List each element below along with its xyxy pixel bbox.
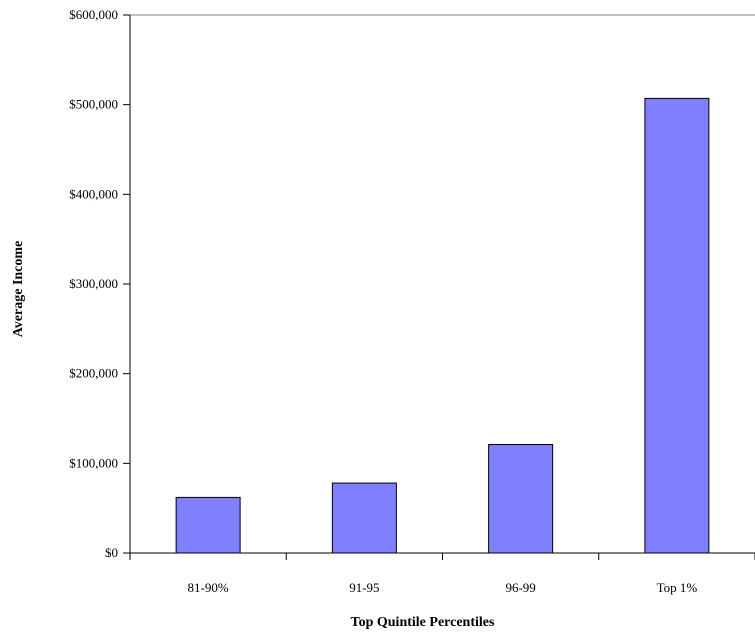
y-tick-label-3: $300,000	[69, 276, 118, 291]
y-tick-label-1: $100,000	[69, 455, 118, 470]
bar-2	[488, 444, 554, 554]
x-axis-title: Top Quintile Percentiles	[351, 615, 495, 630]
plot-area: $0 $100,000 $200,000 $300,000 $400,000 $500,0…	[69, 7, 755, 595]
x-ticks-group: 81-90% 91-95 96-99 Top 1%	[129, 553, 755, 595]
x-tick-label-2: 96-99	[505, 580, 535, 595]
bar-0	[175, 496, 241, 554]
bar-1	[331, 482, 397, 554]
bars-group	[175, 97, 710, 554]
y-tick-label-0: $0	[105, 545, 118, 560]
x-tick-label-1: 91-95	[349, 580, 379, 595]
y-tick-label-4: $400,000	[69, 186, 118, 201]
x-tick-label-0: 81-90%	[188, 580, 229, 595]
y-tick-label-6: $600,000	[69, 7, 118, 22]
x-tick-label-3: Top 1%	[657, 580, 698, 595]
y-axis-title: Average Income	[11, 241, 26, 338]
y-tick-label-5: $500,000	[69, 97, 118, 112]
y-ticks-group: $0 $100,000 $200,000 $300,000 $400,000 $500,0…	[69, 7, 130, 560]
bar-3	[644, 97, 710, 554]
y-tick-label-2: $200,000	[69, 366, 118, 381]
